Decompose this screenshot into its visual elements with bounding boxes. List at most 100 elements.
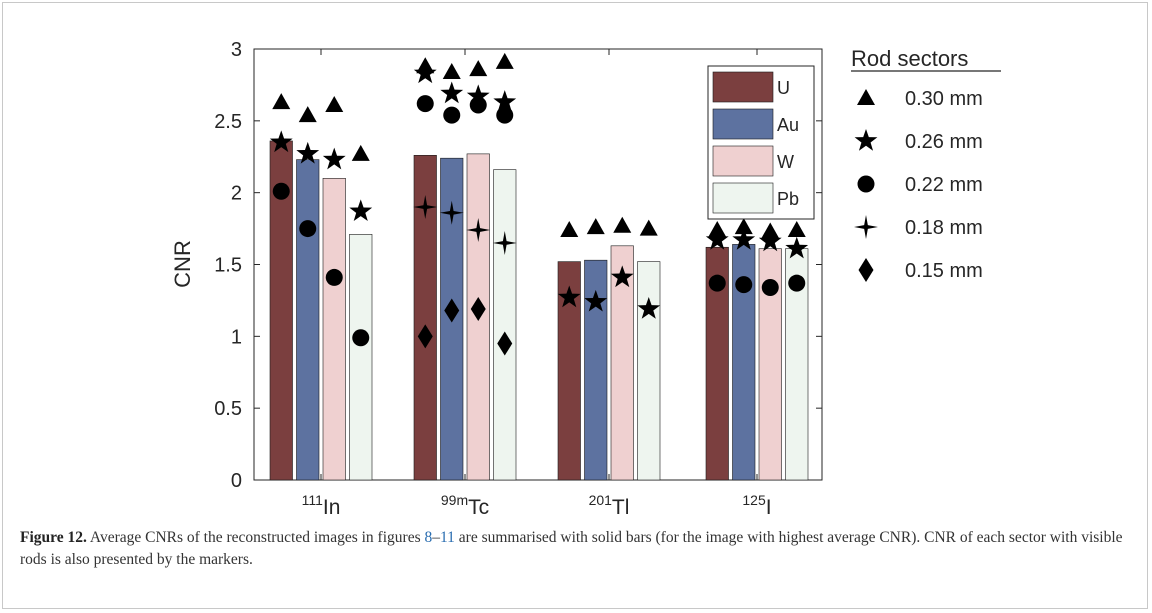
caption-ref-figure-8[interactable]: 8 [424, 529, 433, 546]
bar-pb-in [349, 234, 373, 481]
marker-legend-label: 0.26 mm [905, 131, 983, 153]
caption-label: Figure 12. [20, 529, 87, 546]
marker-star-tc-0 [413, 61, 437, 84]
marker-circle-in-2 [325, 268, 343, 286]
marker-star-in-1 [296, 141, 320, 164]
marker-circle-in-0 [272, 182, 290, 200]
marker-triangle-tl-1 [586, 218, 605, 235]
marker-star-i-0 [705, 228, 729, 250]
marker-circle-tc-0 [416, 95, 434, 113]
legend-label-u: U [777, 78, 790, 98]
bar-w-i [758, 248, 782, 481]
legend-label-au: Au [777, 115, 799, 135]
marker-circle-tc-3 [496, 106, 514, 124]
bar-w-in [322, 178, 346, 481]
marker-circle-in-1 [299, 220, 317, 238]
marker-legend-symbol-triangle [857, 89, 875, 105]
marker-triangle-i-1 [734, 218, 753, 235]
marker-four-point-star-tc-2 [466, 218, 491, 243]
legend-swatch-w [712, 145, 774, 177]
marker-diamond-tc-3 [497, 331, 513, 356]
marker-legend-symbol-star [854, 129, 878, 151]
x-tick-label-tc: 99mTc [441, 492, 489, 519]
cnr-bar-chart: 0 0.5 1 1.5 2 2.5 3 111In 99mTc 201Tl 125I CNR UA… [170, 39, 1001, 519]
marker-legend-title: Rod sectors [851, 46, 968, 71]
marker-legend-symbol-circle [857, 175, 875, 193]
marker-triangle-in-2 [325, 96, 344, 113]
marker-triangle-tl-0 [560, 221, 579, 238]
marker-triangle-in-1 [298, 106, 317, 123]
marker-star-tl-0 [557, 285, 581, 308]
markers-layer [269, 52, 809, 356]
marker-diamond-tc-2 [470, 297, 486, 322]
bar-au-tl [584, 259, 608, 481]
marker-triangle-tl-3 [639, 219, 658, 236]
marker-legend-label: 0.22 mm [905, 174, 983, 196]
marker-star-tc-3 [493, 90, 517, 112]
caption-ref-figure-11[interactable]: 11 [439, 529, 455, 546]
y-tick-label: 1.5 [214, 255, 242, 277]
marker-circle-i-2 [761, 278, 779, 296]
y-axis-label: CNR [170, 240, 195, 288]
figure-caption: Figure 12. Average CNRs of the reconstru… [20, 527, 1130, 571]
bars-layer [269, 140, 809, 481]
bar-au-in [296, 159, 320, 481]
marker-star-i-1 [732, 228, 756, 250]
marker-star-tc-2 [466, 84, 490, 107]
bar-pb-tl [637, 261, 661, 481]
marker-star-i-3 [785, 236, 809, 259]
marker-four-point-star-tc-0 [413, 195, 438, 220]
marker-triangle-tc-2 [469, 60, 488, 77]
marker-star-tl-3 [637, 297, 661, 319]
marker-legend-label: 0.15 mm [905, 260, 983, 282]
y-tick-label: 2 [231, 183, 242, 205]
marker-legend: Rod sectors 0.30 mm 0.26 mm 0.22 mm 0.18 mm 0… [851, 46, 1001, 282]
bar-legend: U Au W Pb [707, 65, 815, 220]
marker-legend-label: 0.18 mm [905, 217, 983, 239]
marker-circle-tc-1 [443, 106, 461, 124]
marker-star-i-2 [758, 229, 782, 252]
marker-legend-symbol-four-point-star [854, 215, 878, 239]
marker-triangle-in-3 [351, 144, 370, 161]
marker-diamond-tc-1 [444, 298, 460, 323]
x-tick-label-in: 111In [302, 492, 341, 519]
legend-label-w: W [777, 152, 794, 172]
bar-u-tl [557, 261, 581, 481]
caption-text-a: Average CNRs of the reconstructed images… [86, 529, 425, 546]
marker-star-tl-2 [610, 265, 634, 288]
marker-triangle-tc-1 [442, 62, 461, 79]
marker-star-in-0 [269, 130, 293, 153]
y-tick-label: 1 [231, 326, 242, 348]
y-axis: 0 0.5 1 1.5 2 2.5 3 [214, 39, 822, 492]
bar-w-tl [610, 245, 634, 481]
legend-swatch-u [712, 71, 774, 103]
marker-star-in-2 [322, 147, 346, 170]
marker-four-point-star-tc-3 [492, 230, 517, 255]
x-axis: 111In 99mTc 201Tl 125I [302, 49, 772, 519]
marker-circle-i-3 [788, 274, 806, 292]
y-tick-label: 0.5 [214, 398, 242, 420]
marker-triangle-in-0 [272, 93, 291, 110]
marker-circle-i-0 [708, 274, 726, 292]
legend-label-pb: Pb [777, 189, 799, 209]
caption-dash: – [432, 529, 440, 546]
marker-legend-label: 0.30 mm [905, 88, 983, 110]
bar-pb-tc [493, 169, 517, 481]
marker-circle-i-1 [735, 276, 753, 294]
marker-diamond-tc-0 [417, 324, 433, 349]
y-tick-label: 3 [231, 39, 242, 61]
marker-triangle-tc-3 [495, 52, 514, 69]
x-tick-label-tl: 201Tl [589, 492, 630, 519]
bar-u-tc [413, 155, 437, 481]
marker-circle-in-3 [352, 329, 370, 347]
marker-circle-tc-2 [469, 96, 487, 114]
caption-text-b: are summarised with solid bars (for the … [20, 529, 1123, 568]
marker-triangle-i-3 [787, 221, 806, 238]
y-tick-label: 2.5 [214, 111, 242, 133]
x-tick-label-i: 125I [742, 492, 771, 519]
marker-star-in-3 [349, 199, 373, 222]
marker-four-point-star-tc-1 [439, 200, 464, 225]
legend-swatch-au [712, 108, 774, 140]
marker-star-tl-1 [584, 289, 608, 312]
y-tick-label: 0 [231, 470, 242, 492]
